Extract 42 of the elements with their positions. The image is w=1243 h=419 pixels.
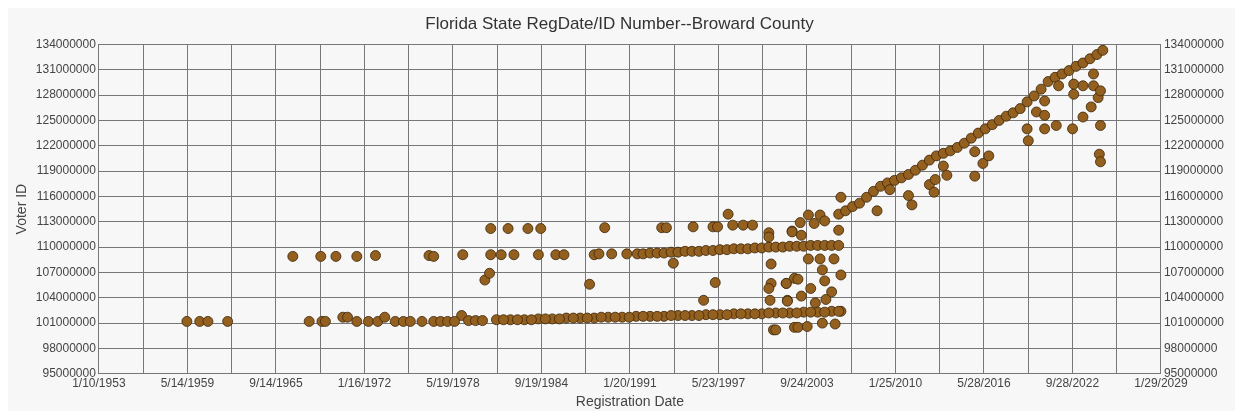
x-tick-label: 9/28/2022 (1045, 376, 1100, 391)
y-tick-label: 101000000 (35, 315, 97, 330)
y2-tick-label: 101000000 (1163, 315, 1225, 330)
y-tick-label: 116000000 (36, 188, 97, 203)
x-tick-label: 9/24/2003 (780, 376, 834, 391)
x-tick-label: 5/19/1978 (426, 376, 480, 391)
y-tick-label: 98000000 (42, 340, 97, 355)
x-tick-label: 1/20/1991 (603, 376, 657, 391)
y-tick-label: 110000000 (36, 239, 97, 254)
x-tick-label: 5/23/1997 (691, 376, 746, 391)
y-tick-label: 113000000 (36, 214, 97, 229)
y2-tick-label: 122000000 (1163, 138, 1225, 153)
x-tick-label: 9/14/1965 (249, 376, 303, 391)
y-tick-label: 119000000 (36, 163, 97, 178)
y-tick-label: 128000000 (35, 87, 97, 102)
y-tick-label: 131000000 (35, 62, 97, 77)
y2-tick-label: 125000000 (1163, 112, 1225, 127)
y2-tick-label: 131000000 (1163, 62, 1225, 77)
y-tick-label: 125000000 (35, 112, 97, 127)
y2-tick-label: 116000000 (1163, 188, 1224, 203)
x-tick-label: 1/29/2029 (1134, 376, 1188, 391)
x-axis-title: Registration Date (575, 393, 685, 410)
x-tick-label: 5/28/2016 (957, 376, 1011, 391)
y-tick-label: 104000000 (35, 290, 97, 305)
y2-tick-label: 134000000 (1163, 36, 1225, 51)
y-tick-label: 122000000 (35, 138, 97, 153)
y2-tick-label: 128000000 (1163, 87, 1225, 102)
y-tick-label: 134000000 (35, 36, 97, 51)
x-tick-label: 1/10/1953 (72, 376, 126, 391)
y2-tick-label: 98000000 (1163, 340, 1218, 355)
y-tick-label: 107000000 (35, 264, 97, 279)
x-tick-label: 5/14/1959 (160, 376, 215, 391)
y2-tick-label: 110000000 (1163, 239, 1224, 254)
y2-tick-label: 113000000 (1163, 214, 1224, 229)
x-tick-label: 1/25/2010 (868, 376, 923, 391)
x-tick-label: 1/16/1972 (337, 376, 392, 391)
y-axis-title: Voter ID (13, 183, 30, 235)
chart-title: Florida State RegDate/ID Number--Broward County (425, 13, 815, 33)
y2-tick-label: 119000000 (1163, 163, 1224, 178)
y2-tick-label: 104000000 (1163, 290, 1225, 305)
y2-tick-label: 107000000 (1163, 264, 1225, 279)
x-tick-label: 9/19/1984 (514, 376, 569, 391)
